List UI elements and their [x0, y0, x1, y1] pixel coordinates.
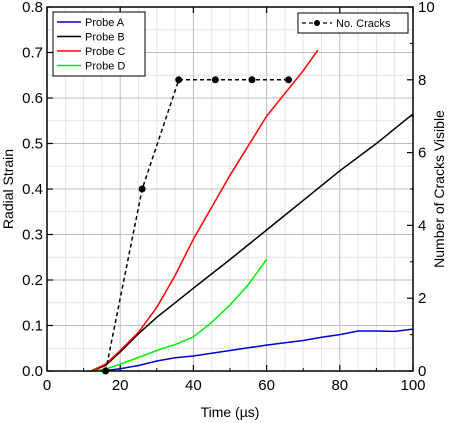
y-tick-label: 0.6 [22, 90, 43, 107]
y-axis-title: Radial Strain [0, 149, 16, 229]
x-tick-label: 40 [185, 377, 202, 394]
ticks-layer: 0 20 40 60 80 100 0.0 0.1 0.2 0.3 0.4 0.5 0.6 0.7 0.8 0… [22, 0, 435, 394]
x-tick-label: 80 [331, 377, 348, 394]
y-tick-label: 0.5 [22, 136, 43, 153]
y-tick-label: 0.1 [22, 318, 43, 335]
series-line-probe-d [90, 259, 268, 372]
y2-tick-label: 10 [418, 0, 435, 16]
series-line-probe-b [90, 113, 414, 372]
y2-tick-label: 4 [418, 217, 426, 234]
x-tick-label: 0 [43, 377, 51, 394]
series-point-no-cracks [211, 76, 219, 84]
series-point-no-cracks [285, 76, 293, 84]
series-point-no-cracks [138, 185, 146, 193]
y2-tick-label: 2 [418, 290, 426, 307]
series-line-probe-c [90, 49, 319, 372]
y2-tick-label: 8 [418, 72, 426, 89]
series-line-no-cracks [104, 79, 289, 372]
legend-label: Probe C [85, 46, 125, 58]
y2-tick-label: 0 [418, 363, 426, 380]
legend-label: No. Cracks [336, 18, 391, 30]
x-tick-label: 100 [400, 377, 425, 394]
legend-probes: Probe A Probe B Probe C Probe D [52, 11, 146, 77]
x-tick-label: 20 [112, 377, 129, 394]
legend-box [297, 12, 409, 34]
y-tick-label: 0.8 [22, 0, 43, 16]
legend-label: Probe B [85, 32, 125, 44]
series-point-no-cracks [175, 76, 183, 84]
series-line-probe-a [90, 328, 414, 372]
y-tick-label: 0.3 [22, 227, 43, 244]
legend-label: Probe A [85, 17, 125, 29]
x-axis-title: Time (µs) [201, 404, 260, 420]
x-tick-label: 60 [258, 377, 275, 394]
y-tick-label: 0.7 [22, 45, 43, 62]
legend-marker [314, 20, 320, 26]
series-layer [90, 49, 414, 375]
y2-axis-title: Number of Cracks Visible [431, 110, 447, 268]
y-tick-label: 0.2 [22, 272, 43, 289]
y-tick-label: 0.0 [22, 363, 43, 380]
y2-tick-label: 6 [418, 145, 426, 162]
series-point-no-cracks [248, 76, 256, 84]
legend-label: Probe D [85, 61, 125, 73]
legend-cracks: No. Cracks [297, 12, 409, 34]
y-tick-label: 0.4 [22, 181, 43, 198]
